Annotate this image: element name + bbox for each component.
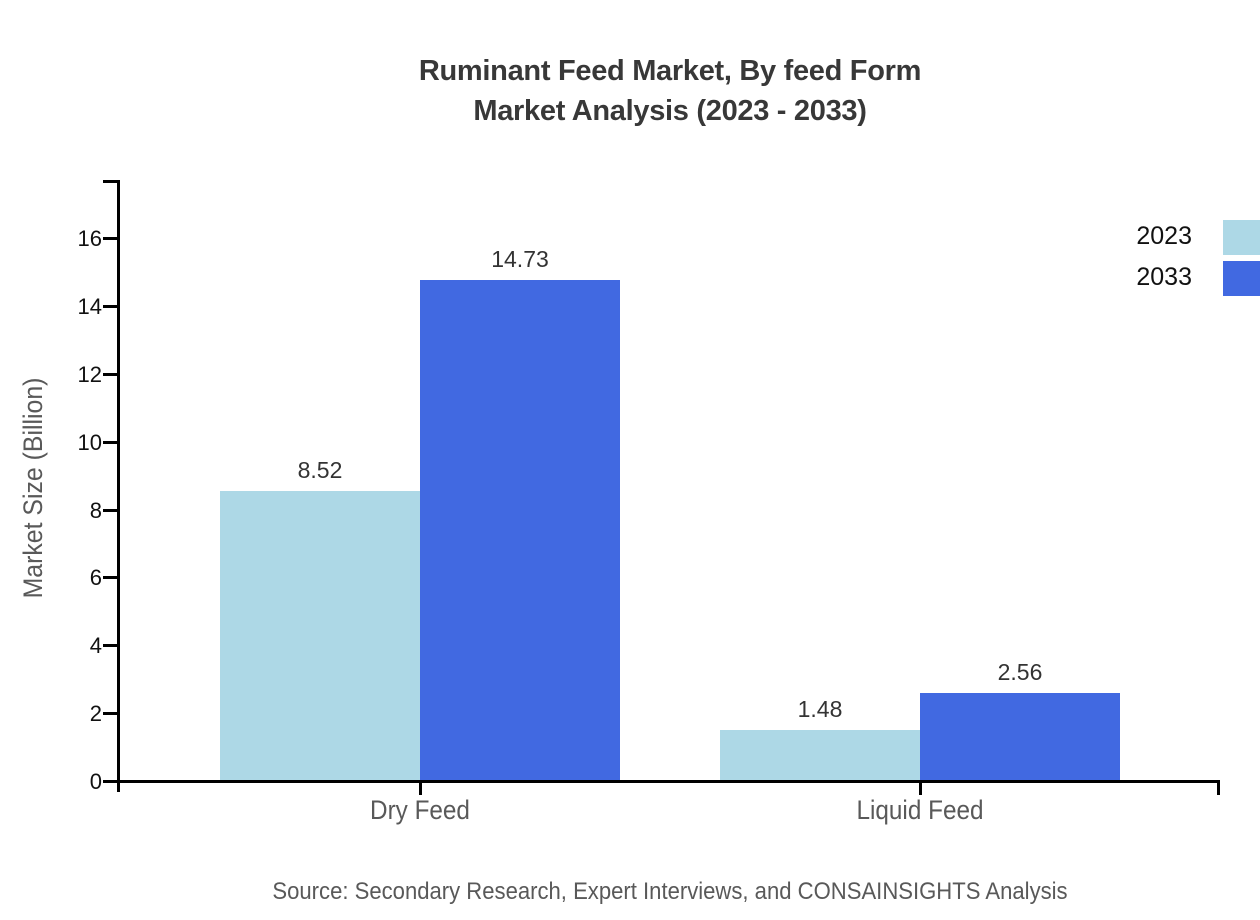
chart-title-line1: Ruminant Feed Market, By feed Form <box>418 55 922 87</box>
y-tick <box>103 712 117 716</box>
legend-label-2033: 2033 <box>1136 263 1192 291</box>
y-tick <box>103 644 117 648</box>
y-tick-label: 10 <box>77 429 102 455</box>
x-tick <box>919 783 922 795</box>
y-tick-label: 4 <box>89 633 102 659</box>
bar-dry-feed-2033 <box>420 280 620 782</box>
legend-label-2023: 2023 <box>1136 222 1192 250</box>
y-tick <box>103 304 117 308</box>
y-axis-line <box>117 180 120 792</box>
y-tick <box>103 780 117 783</box>
category-label-liquid-feed: Liquid Feed <box>856 795 984 825</box>
y-tick-label: 16 <box>77 226 102 251</box>
y-tick <box>103 508 117 512</box>
legend-swatch-2033 <box>1223 261 1260 296</box>
source-attribution: Source: Secondary Research, Expert Inter… <box>272 878 1068 905</box>
y-tick-label: 2 <box>89 701 102 727</box>
category-label-dry-feed: Dry Feed <box>370 795 470 825</box>
y-tick-label: 12 <box>77 361 102 387</box>
y-tick-label: 0 <box>89 769 102 794</box>
y-tick-label: 8 <box>89 497 102 523</box>
y-tick <box>103 237 117 240</box>
bar-value-label: 1.48 <box>797 695 843 722</box>
bar-liquid-feed-2033 <box>920 693 1120 782</box>
bar-value-label: 2.56 <box>997 659 1043 686</box>
legend-swatch-2023 <box>1223 220 1260 255</box>
y-tick <box>103 372 117 376</box>
bar-value-label: 8.52 <box>297 456 343 483</box>
y-axis-title: Market Size (Billion) <box>18 377 48 599</box>
chart-title-line2: Market Analysis (2023 - 2033) <box>473 95 867 127</box>
y-tick <box>103 576 117 580</box>
bar-dry-feed-2023 <box>220 490 420 782</box>
x-tick <box>419 783 422 795</box>
y-tick-label: 6 <box>89 565 102 591</box>
bar-liquid-feed-2023 <box>720 729 920 782</box>
y-axis-top-cap <box>103 180 117 183</box>
y-tick <box>103 440 117 444</box>
x-axis-right-cap <box>1217 780 1220 795</box>
y-tick-label: 14 <box>77 293 102 319</box>
x-axis-line <box>117 780 1220 783</box>
bar-value-label: 14.73 <box>491 246 549 273</box>
